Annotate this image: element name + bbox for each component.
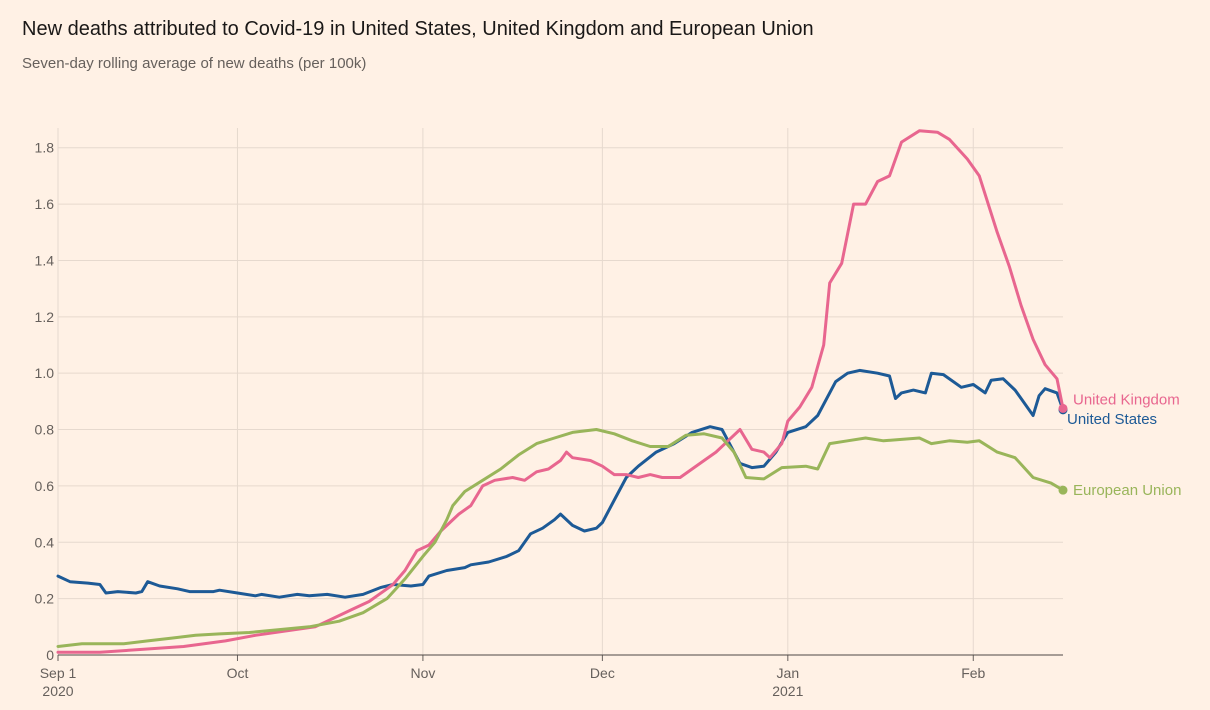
- x-tick-label: Nov: [410, 665, 435, 681]
- y-tick-label: 1.2: [35, 309, 55, 325]
- y-tick-label: 0.2: [35, 591, 55, 607]
- x-tick-label: Oct: [227, 665, 249, 681]
- series-line-european-union: [56, 428, 1065, 648]
- series-line-united-kingdom: [56, 129, 1065, 654]
- series-label-united-kingdom: United Kingdom: [1073, 391, 1180, 408]
- y-tick-label: 1.8: [35, 140, 55, 156]
- y-tick-label: 1.0: [35, 365, 55, 381]
- y-tick-label: 0.8: [35, 422, 55, 438]
- y-tick-label: 0.6: [35, 478, 55, 494]
- series-line-united-states: [56, 368, 1065, 599]
- label-layer: United States United Kingdom European Unio…: [1067, 391, 1181, 499]
- x-tick-sublabel: 2021: [772, 683, 803, 699]
- y-tick-label: 1.6: [35, 196, 55, 212]
- series-end-dot-united-kingdom: [1058, 403, 1068, 413]
- y-tick-label: 0: [46, 647, 54, 663]
- series-label-united-states: United States: [1067, 411, 1157, 428]
- axis-layer: 0 0.2 0.4 0.6 0.8 1.0 1.2 1.4 1.6 1.8 Sep 1 2020 Oct…: [35, 140, 1063, 699]
- series-label-european-union: European Union: [1073, 482, 1181, 499]
- x-tick-label: Sep 1: [40, 665, 77, 681]
- x-tick-label: Jan: [777, 665, 800, 681]
- x-tick-sublabel: 2020: [42, 683, 73, 699]
- y-tick-label: 0.4: [35, 534, 55, 550]
- y-tick-label: 1.4: [35, 252, 55, 268]
- x-tick-label: Feb: [961, 665, 985, 681]
- grid-layer: [57, 128, 1063, 655]
- series-end-dot-european-union: [1058, 485, 1068, 495]
- chart-title: New deaths attributed to Covid-19 in Uni…: [22, 18, 814, 40]
- chart-subtitle: Seven-day rolling average of new deaths …: [22, 55, 367, 72]
- x-tick-label: Dec: [590, 665, 615, 681]
- series-layer: [56, 129, 1068, 654]
